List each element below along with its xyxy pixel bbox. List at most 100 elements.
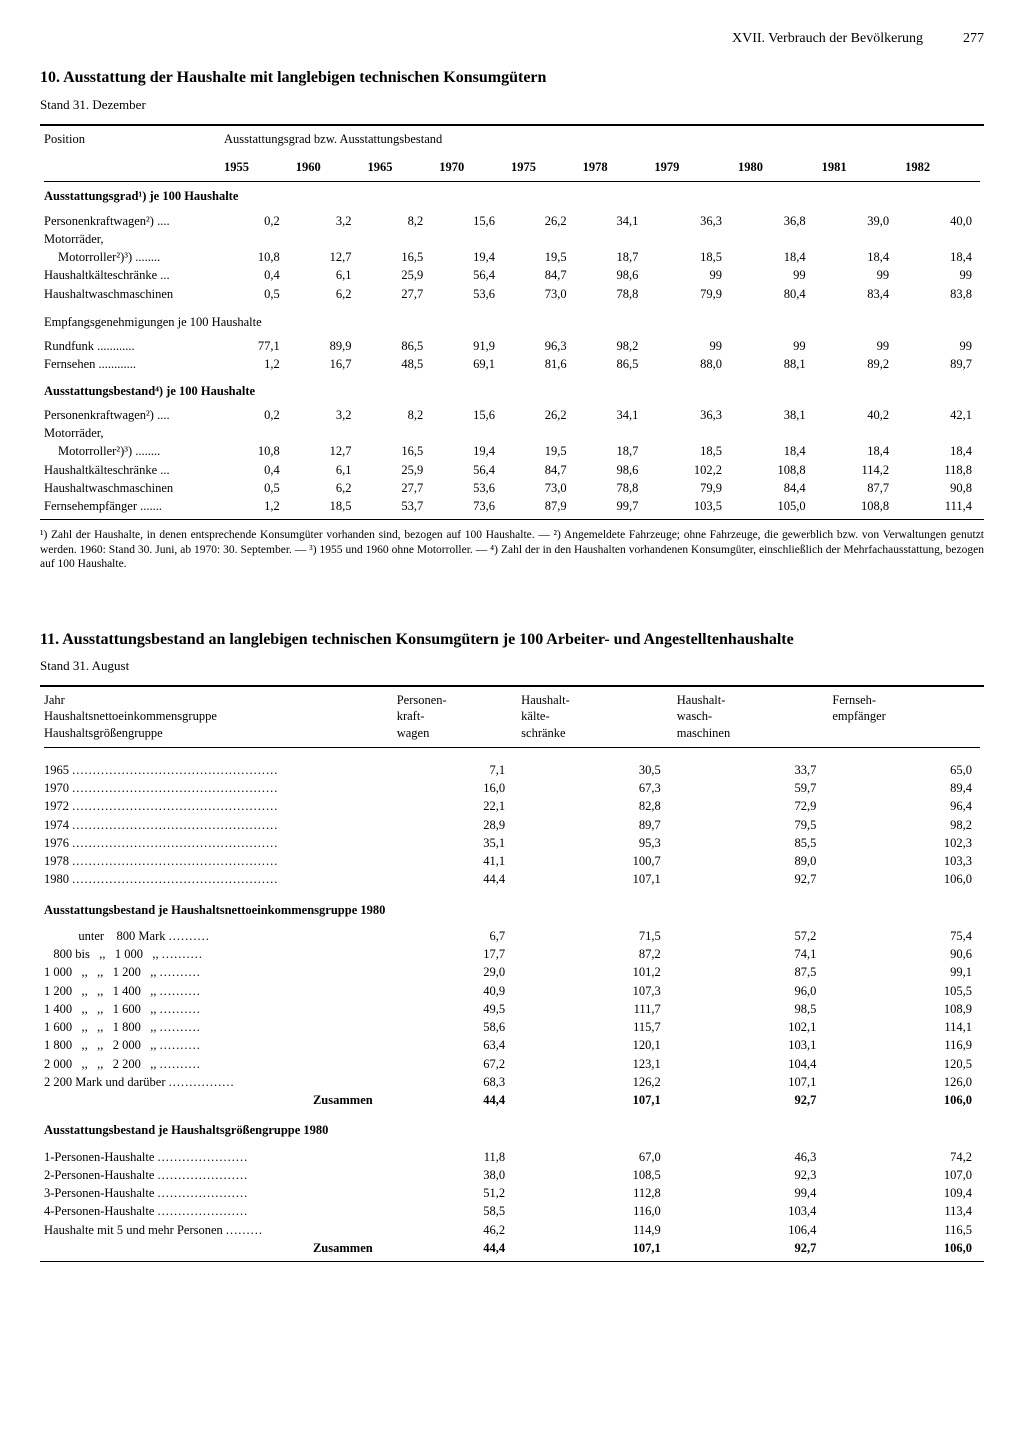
table-row: 800 bis ,, 1 000 ,, ..........17,787,274… [40, 945, 984, 963]
cell: 95,3 [517, 834, 673, 852]
year-col: 1955 [220, 158, 292, 176]
cell: 25,9 [363, 461, 435, 479]
cell: 57,2 [673, 927, 829, 945]
cell: 99 [901, 266, 984, 284]
cell: 126,2 [517, 1073, 673, 1091]
cell [220, 230, 292, 248]
year-col: 1960 [292, 158, 364, 176]
cell: 6,2 [292, 285, 364, 303]
cell: 99 [818, 337, 902, 355]
table-row: Motorroller²)³) ........10,812,716,519,4… [40, 248, 984, 266]
row-label: 1980 ...................................… [40, 870, 393, 888]
row-label: Fernsehen ............ [40, 355, 220, 373]
cell: 98,6 [579, 461, 651, 479]
cell: 53,7 [363, 497, 435, 515]
cell: 75,4 [828, 927, 984, 945]
cell: 108,5 [517, 1166, 673, 1184]
cell: 73,0 [507, 479, 579, 497]
cell: 79,9 [650, 479, 734, 497]
cell: 98,2 [828, 816, 984, 834]
cell: 99,1 [828, 963, 984, 981]
size-header: Ausstattungsbestand je Haushaltsgrößengr… [40, 1121, 984, 1139]
cell: 35,1 [393, 834, 517, 852]
cell: 18,4 [734, 442, 818, 460]
cell: 81,6 [507, 355, 579, 373]
cell: 102,2 [650, 461, 734, 479]
cell: 28,9 [393, 816, 517, 834]
cell: 40,0 [901, 212, 984, 230]
row-label: Motorroller²)³) ........ [40, 248, 220, 266]
row-label: 1 800 ,, ,, 2 000 ,, .......... [40, 1036, 393, 1054]
cell: 29,0 [393, 963, 517, 981]
sectionA: Ausstattungsgrad¹) je 100 Haushalte [40, 187, 984, 205]
cell: 71,5 [517, 927, 673, 945]
year-col: 1982 [901, 158, 984, 176]
cell: 107,3 [517, 982, 673, 1000]
cell: 67,2 [393, 1055, 517, 1073]
cell: 89,2 [818, 355, 902, 373]
cell: 0,5 [220, 479, 292, 497]
cell: 99,4 [673, 1184, 829, 1202]
row-label: 1-Personen-Haushalte ...................… [40, 1148, 393, 1166]
cell: 99 [901, 337, 984, 355]
cell: 107,1 [517, 1239, 673, 1257]
col-wasch: Haushalt-wasch-maschinen [673, 691, 829, 742]
cell: 98,2 [579, 337, 651, 355]
col-fernseh: Fernseh-empfänger [828, 691, 984, 742]
cell [650, 230, 734, 248]
table-row: 1976 ...................................… [40, 834, 984, 852]
cell: 46,2 [393, 1221, 517, 1239]
rule [40, 519, 984, 520]
cell: 16,5 [363, 248, 435, 266]
cell: 99,7 [579, 497, 651, 515]
cell: 8,2 [363, 406, 435, 424]
cell: 89,0 [673, 852, 829, 870]
cell: 89,9 [292, 337, 364, 355]
cell [220, 424, 292, 442]
cell: 18,4 [818, 442, 902, 460]
cell: 18,4 [734, 248, 818, 266]
cell: 36,3 [650, 406, 734, 424]
cell: 123,1 [517, 1055, 673, 1073]
cell: 30,5 [517, 761, 673, 779]
cell: 19,4 [435, 442, 507, 460]
cell: 116,0 [517, 1202, 673, 1220]
cell: 105,5 [828, 982, 984, 1000]
income-header: Ausstattungsbestand je Haushaltsnettoein… [40, 901, 984, 919]
row-label: 1 000 ,, ,, 1 200 ,, .......... [40, 963, 393, 981]
cell: 87,9 [507, 497, 579, 515]
cell: 89,4 [828, 779, 984, 797]
cell: 11,8 [393, 1148, 517, 1166]
cell [435, 230, 507, 248]
cell: 38,1 [734, 406, 818, 424]
cell: 114,9 [517, 1221, 673, 1239]
cell: 88,1 [734, 355, 818, 373]
row-label: Fernsehempfänger ....... [40, 497, 220, 515]
cell: 79,5 [673, 816, 829, 834]
cell: 19,5 [507, 442, 579, 460]
row-label: 1972 ...................................… [40, 797, 393, 815]
cell: 3,2 [292, 212, 364, 230]
cell: 0,2 [220, 212, 292, 230]
cell: 73,0 [507, 285, 579, 303]
cell: 113,4 [828, 1202, 984, 1220]
row-label: 3-Personen-Haushalte ...................… [40, 1184, 393, 1202]
cell: 88,0 [650, 355, 734, 373]
table-row: 1 600 ,, ,, 1 800 ,, ..........58,6115,7… [40, 1018, 984, 1036]
cell: 86,5 [579, 355, 651, 373]
table-row: Haushaltkälteschränke ...0,46,125,956,48… [40, 266, 984, 284]
row-label: 1970 ...................................… [40, 779, 393, 797]
cell [292, 424, 364, 442]
cell: 18,4 [818, 248, 902, 266]
table11: Jahr Haushaltsnettoeinkommensgruppe Haus… [40, 691, 984, 1257]
row-label: Haushaltkälteschränke ... [40, 461, 220, 479]
cell: 56,4 [435, 266, 507, 284]
row-label: Haushaltwaschmaschinen [40, 285, 220, 303]
cell: 74,1 [673, 945, 829, 963]
cell: 107,1 [517, 1091, 673, 1109]
cell: 27,7 [363, 479, 435, 497]
cell: 96,4 [828, 797, 984, 815]
cell: 84,7 [507, 461, 579, 479]
cell: 103,5 [650, 497, 734, 515]
cell [579, 230, 651, 248]
